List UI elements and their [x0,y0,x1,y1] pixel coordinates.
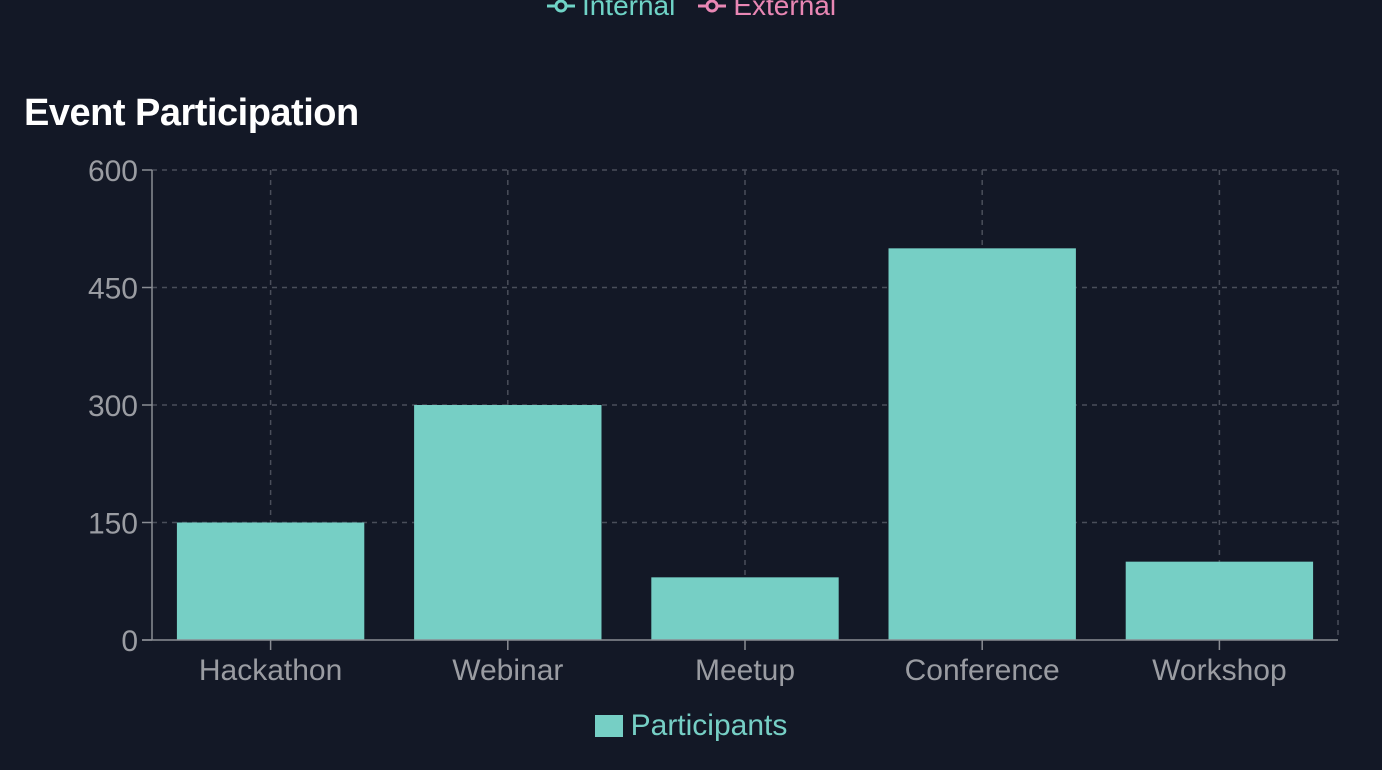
chart-title: Event Participation [24,92,359,134]
y-tick-label: 300 [88,390,138,423]
legend-label-internal: Internal [581,0,676,21]
legend-marker-external [705,0,719,13]
x-tick-label: Workshop [1152,654,1287,687]
x-tick-label: Meetup [695,654,795,687]
x-tick-label: Webinar [452,654,563,687]
bar-webinar [414,405,602,640]
legend-item-external[interactable]: External [697,0,836,24]
bar-hackathon [176,522,365,640]
legend-marker-internal [554,0,568,13]
bar-meetup [651,577,839,640]
bar-conference [888,248,1076,641]
y-tick-label: 0 [121,625,138,658]
top-legend: Internal External [0,0,1382,24]
x-tick-label: Conference [905,654,1060,687]
bottom-legend[interactable]: Participants [0,706,1382,746]
bar-workshop [1125,561,1314,640]
legend-label-external: External [733,0,837,21]
legend-item-internal[interactable]: Internal [546,0,675,24]
y-tick-label: 150 [88,508,138,541]
line-circle-marker-icon [698,0,727,13]
bar-chart: 0 150 300 450 600 Hackathon Webinar Meetup Confe… [88,155,1339,687]
x-tick-label: Hackathon [199,654,342,687]
y-tick-label: 450 [88,273,138,306]
line-circle-marker-icon [546,0,575,13]
legend-swatch-participants [594,715,623,737]
y-tick-label: 600 [88,155,138,188]
legend-label-participants: Participants [630,709,788,742]
